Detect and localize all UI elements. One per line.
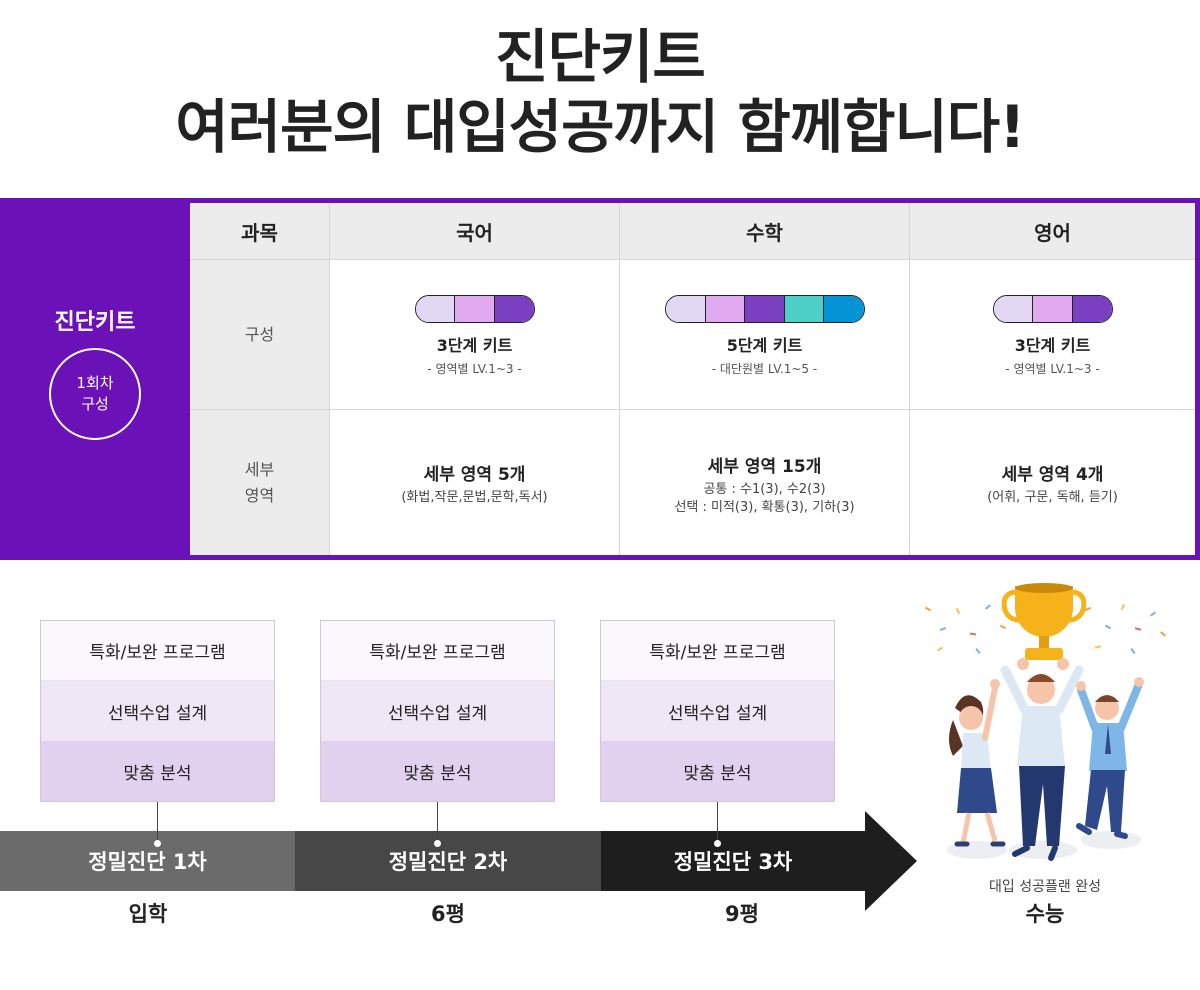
detail-desc-math-elective: 선택 : 미적(3), 확통(3), 기하(3): [674, 500, 855, 515]
header-english: 영어: [910, 203, 1195, 260]
connector-dot-3: [714, 840, 721, 847]
detail-title-korean: 세부 영역 5개: [423, 465, 526, 485]
row-label-detail: 세부 영역: [190, 410, 330, 555]
connector-dot-2: [434, 840, 441, 847]
row-label-composition: 구성: [190, 260, 330, 410]
header-subject: 과목: [190, 203, 330, 260]
level-segment-2: [705, 296, 746, 322]
header-korean: 국어: [330, 203, 620, 260]
level-segment-1: [994, 296, 1034, 322]
stage-time-2: 6평: [431, 902, 465, 926]
timeline-band-stage-3: 정밀진단 3차: [601, 831, 865, 891]
level-segment-5: [824, 296, 864, 322]
detail-desc-korean: (화법,작문,문법,문학,독서): [401, 490, 548, 505]
kit-table: 과목 국어 수학 영어 구성 3단계 키트 - 영역별 LV.1~3 -: [190, 203, 1195, 555]
program-stack-2: 특화/보완 프로그램 선택수업 설계 맞춤 분석: [320, 620, 555, 802]
stage-time-1: 입학: [128, 902, 168, 926]
level-segment-4: [784, 296, 825, 322]
composition-math: 5단계 키트 - 대단원별 LV.1~5 -: [620, 260, 910, 410]
stage-label-1: 정밀진단 1차: [88, 850, 207, 874]
level-bar-math: [665, 295, 865, 323]
round-badge-line2: 구성: [81, 395, 109, 413]
stack-item-program: 특화/보완 프로그램: [41, 621, 274, 681]
level-segment-3: [494, 296, 534, 322]
level-segment-3: [745, 296, 785, 322]
man-figure-icon: [1000, 658, 1084, 861]
stack-item-program: 특화/보완 프로그램: [601, 621, 834, 681]
trophy-icon: [1001, 583, 1087, 660]
confetti-icon: [924, 603, 1166, 655]
detail-english: 세부 영역 4개 (어휘, 구문, 독해, 듣기): [910, 410, 1195, 555]
program-stack-1: 특화/보완 프로그램 선택수업 설계 맞춤 분석: [40, 620, 275, 802]
detail-desc-english: (어휘, 구문, 독해, 듣기): [987, 490, 1118, 505]
kit-name-korean: 3단계 키트: [436, 336, 513, 355]
stack-item-class-design: 선택수업 설계: [321, 681, 554, 741]
kit-composition-panel: 진단키트 1회차 구성 과목 국어 수학 영어 구성 3단계 키트 - 영역별 …: [0, 198, 1200, 560]
level-bar-english: [993, 295, 1113, 323]
celebration-trophy-illustration: [924, 583, 1166, 861]
headline-subtitle: 여러분의 대입성공까지 함께합니다!: [175, 93, 1025, 161]
connector-line-3: [717, 802, 718, 842]
stack-item-program: 특화/보완 프로그램: [321, 621, 554, 681]
kit-name-english: 3단계 키트: [1014, 336, 1091, 355]
row-label-detail-line2: 영역: [244, 485, 275, 505]
stack-item-analysis: 맞춤 분석: [601, 741, 834, 801]
stack-item-class-design: 선택수업 설계: [601, 681, 834, 741]
man-figure-icon: [1076, 677, 1144, 839]
timeline-arrowhead-icon: [865, 811, 917, 911]
timeline-band-stage-1: 정밀진단 1차: [0, 831, 295, 891]
header-math: 수학: [620, 203, 910, 260]
kit-side-title: 진단키트: [54, 310, 136, 335]
round-badge: 1회차 구성: [49, 348, 141, 440]
level-segment-2: [1033, 296, 1073, 322]
round-badge-line1: 1회차: [76, 374, 114, 392]
headline-title: 진단키트: [495, 23, 705, 91]
level-segment-1: [416, 296, 456, 322]
composition-korean: 3단계 키트 - 영역별 LV.1~3 -: [330, 260, 620, 410]
detail-math: 세부 영역 15개 공통 : 수1(3), 수2(3) 선택 : 미적(3), …: [620, 410, 910, 555]
woman-figure-icon: [949, 679, 1006, 847]
stack-item-class-design: 선택수업 설계: [41, 681, 274, 741]
kit-sub-math: - 대단원별 LV.1~5 -: [711, 362, 818, 376]
program-stack-3: 특화/보완 프로그램 선택수업 설계 맞춤 분석: [600, 620, 835, 802]
stage-label-2: 정밀진단 2차: [388, 850, 508, 874]
goal-subtitle: 대입 성공플랜 완성: [989, 879, 1101, 895]
kit-sub-english: - 영역별 LV.1~3 -: [1005, 362, 1100, 376]
detail-title-math: 세부 영역 15개: [707, 457, 822, 477]
detail-desc-math-common: 공통 : 수1(3), 수2(3): [703, 482, 826, 497]
timeline-band-stage-2: 정밀진단 2차: [295, 831, 601, 891]
connector-line-2: [437, 802, 438, 842]
kit-name-math: 5단계 키트: [726, 336, 803, 355]
detail-title-english: 세부 영역 4개: [1001, 465, 1104, 485]
row-label-composition-text: 구성: [244, 324, 275, 344]
level-bar-korean: [415, 295, 535, 323]
goal-title: 수능: [1025, 902, 1065, 926]
level-segment-2: [455, 296, 495, 322]
stage-time-3: 9평: [725, 902, 759, 926]
stage-label-3: 정밀진단 3차: [673, 850, 793, 874]
stack-item-analysis: 맞춤 분석: [321, 741, 554, 801]
row-label-detail-line1: 세부: [244, 459, 275, 479]
connector-dot-1: [154, 840, 161, 847]
detail-korean: 세부 영역 5개 (화법,작문,문법,문학,독서): [330, 410, 620, 555]
level-segment-1: [666, 296, 706, 322]
level-segment-3: [1072, 296, 1112, 322]
kit-sub-korean: - 영역별 LV.1~3 -: [427, 362, 522, 376]
connector-line-1: [157, 802, 158, 842]
composition-english: 3단계 키트 - 영역별 LV.1~3 -: [910, 260, 1195, 410]
stack-item-analysis: 맞춤 분석: [41, 741, 274, 801]
